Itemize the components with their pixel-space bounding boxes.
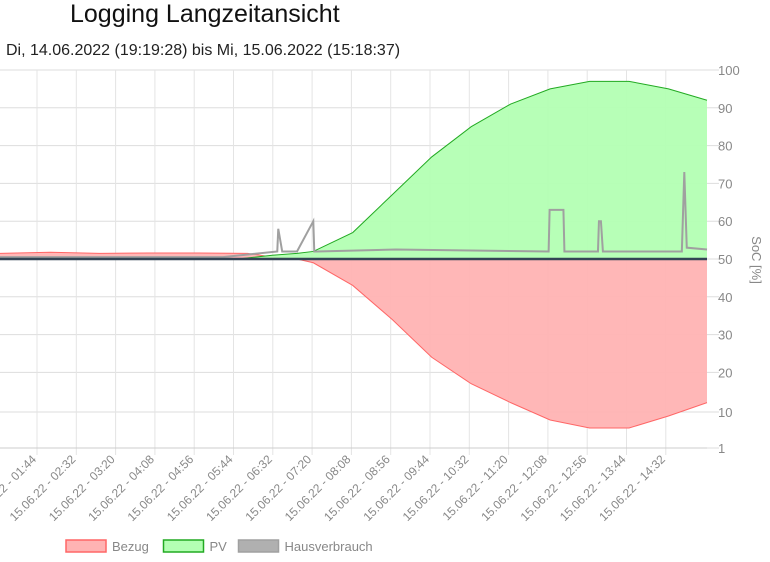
series-line-pv xyxy=(0,80,708,260)
y2-axis-label: SoC [%] xyxy=(749,236,764,284)
y-tick-label: 90 xyxy=(718,101,732,116)
legend-swatch-bezug xyxy=(65,539,107,553)
y-tick-label: 1 xyxy=(718,441,725,456)
series-line-bezug xyxy=(0,251,708,429)
legend-label: PV xyxy=(210,539,228,554)
legend-label: Hausverbrauch xyxy=(285,539,373,554)
series-area-bezug xyxy=(0,252,707,428)
series-area-pv xyxy=(0,81,707,259)
y-tick-label: 80 xyxy=(718,139,732,154)
y-tick-label: 70 xyxy=(718,176,732,191)
y-tick-label: 10 xyxy=(718,405,732,420)
y-tick-label: 50 xyxy=(718,252,732,267)
y-tick-label: 40 xyxy=(718,290,732,305)
page-title: Logging Langzeitansicht xyxy=(70,0,340,28)
y-tick-label: 30 xyxy=(718,328,732,343)
y-tick-label: 60 xyxy=(718,214,732,229)
legend-swatch-pv xyxy=(162,539,205,553)
y-tick-label: 20 xyxy=(718,365,732,380)
legend-swatch-hausverbrauch xyxy=(237,539,280,553)
legend-label: Bezug xyxy=(112,539,149,554)
y-tick-label: 100 xyxy=(718,63,740,78)
series-line-hausverbrauch xyxy=(0,172,708,259)
date-range: Di, 14.06.2022 (19:19:28) bis Mi, 15.06.… xyxy=(6,42,401,59)
